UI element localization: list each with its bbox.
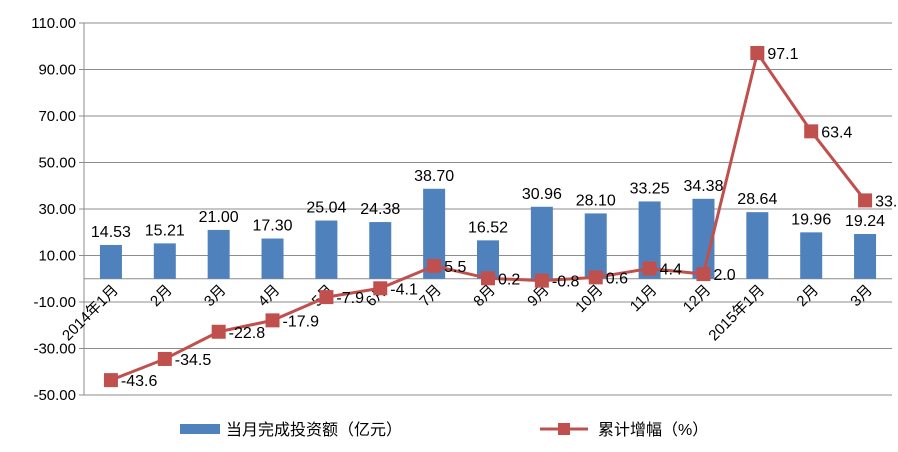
bar-data-label: 19.96 — [791, 211, 831, 228]
bar-data-label: 28.10 — [576, 192, 616, 209]
y-tick-label: 90.00 — [38, 62, 76, 79]
bar-data-label: 33.25 — [630, 180, 670, 197]
bar — [315, 220, 338, 279]
line-marker — [427, 258, 442, 273]
line-marker — [534, 273, 549, 288]
line-data-label: -43.6 — [121, 373, 158, 390]
bar — [692, 198, 715, 279]
bar — [854, 234, 877, 279]
bar-data-label: 19.24 — [845, 213, 885, 230]
line-data-label: 97.1 — [767, 46, 798, 63]
y-tick-label: -50.00 — [33, 387, 76, 404]
x-tick-label: 3月 — [847, 282, 876, 311]
line-data-label: -17.9 — [283, 313, 320, 330]
line-marker — [588, 270, 603, 285]
line-marker — [103, 373, 118, 388]
line-data-label: 0.6 — [606, 270, 628, 287]
line-data-label: 2.0 — [713, 267, 735, 284]
bar-data-label: 24.38 — [360, 201, 400, 218]
bar — [423, 188, 446, 279]
line-data-label: 5.5 — [444, 259, 466, 276]
x-tick-label: 2月 — [147, 282, 176, 311]
line-marker — [481, 271, 495, 286]
line-data-label: 0.2 — [498, 271, 520, 288]
x-tick-label: 4月 — [255, 282, 284, 311]
y-tick-label: -10.00 — [33, 294, 76, 311]
bar-data-label: 34.38 — [683, 178, 723, 195]
y-tick-label: 110.00 — [31, 15, 76, 32]
bar-data-label: 15.21 — [145, 222, 185, 239]
x-tick-label: 2月 — [794, 282, 823, 311]
bar-data-label: 38.70 — [414, 168, 454, 185]
line-data-label: -22.8 — [229, 325, 266, 342]
bar — [261, 238, 284, 279]
y-tick-label: -30.00 — [33, 341, 76, 358]
line-data-label: 33.7 — [875, 193, 898, 210]
x-tick-label: 2014年1月 — [59, 282, 122, 345]
x-tick-label: 11月 — [627, 282, 661, 316]
line-marker — [804, 124, 819, 139]
x-tick-label: 8月 — [470, 282, 499, 311]
bar — [369, 222, 392, 279]
line-data-label: -7.9 — [336, 290, 364, 307]
bar-data-label: 16.52 — [468, 219, 508, 236]
y-tick-label: 50.00 — [38, 155, 76, 172]
line-data-label: -4.1 — [390, 281, 418, 298]
x-tick-label: 3月 — [201, 282, 230, 311]
line-marker — [373, 281, 388, 296]
line-marker — [696, 267, 711, 282]
bar — [584, 213, 607, 279]
line-marker — [319, 290, 334, 305]
line-data-label: -0.8 — [552, 274, 580, 291]
bar-data-label: 30.96 — [522, 186, 562, 203]
bar — [207, 229, 230, 279]
x-tick-label: 2015年1月 — [705, 282, 768, 345]
bar — [477, 240, 499, 279]
line-data-label: 4.4 — [660, 262, 682, 279]
bar-data-label: 21.00 — [199, 209, 239, 226]
y-tick-label: 10.00 — [38, 248, 76, 265]
bar-data-label: 17.30 — [253, 218, 293, 235]
x-tick-label: 7月 — [416, 282, 445, 311]
line-marker — [211, 324, 226, 339]
legend-line-label: 累计增幅（%） — [598, 421, 708, 439]
line-marker — [750, 45, 765, 60]
legend-bar-swatch — [180, 424, 220, 434]
bar-data-label: 14.53 — [91, 224, 131, 241]
bar-data-label: 28.64 — [737, 191, 777, 208]
x-tick-label: 12月 — [680, 282, 714, 316]
bar — [800, 232, 823, 279]
line-marker — [858, 193, 873, 208]
line-marker — [265, 313, 280, 328]
legend-bar-label: 当月完成投资额（亿元） — [226, 421, 402, 439]
y-tick-label: 70.00 — [38, 108, 76, 125]
line-data-label: 63.4 — [821, 124, 852, 141]
bar — [638, 201, 661, 279]
y-tick-label: 30.00 — [38, 201, 76, 218]
bar — [99, 244, 122, 279]
bar-data-label: 25.04 — [306, 200, 346, 217]
line-marker — [642, 261, 657, 276]
legend-line-marker — [558, 423, 570, 435]
line-data-label: -34.5 — [175, 352, 212, 369]
bar — [530, 206, 553, 279]
bar — [746, 212, 769, 279]
line-marker — [157, 351, 172, 366]
bar — [153, 243, 176, 279]
